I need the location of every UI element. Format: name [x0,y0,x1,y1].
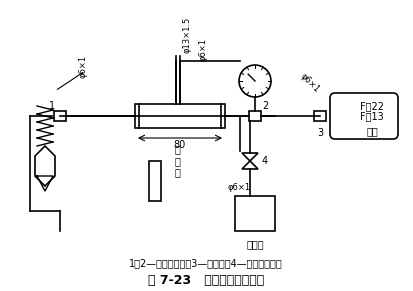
Text: φ6×1: φ6×1 [78,54,87,78]
Text: 4: 4 [262,156,268,166]
FancyBboxPatch shape [135,104,225,128]
Text: φ13×1.5: φ13×1.5 [183,17,192,53]
Text: 真空泵: 真空泵 [246,239,264,249]
Bar [314,111,326,121]
Text: 2: 2 [262,101,268,111]
Text: 钢瓶: 钢瓶 [366,126,378,136]
Text: 图 7-23   感温包的充氟方法: 图 7-23 感温包的充氟方法 [148,274,264,288]
Text: φ6×1: φ6×1 [199,38,207,61]
Polygon shape [242,161,258,169]
Text: φ6×1: φ6×1 [299,71,321,94]
Text: 80: 80 [174,140,186,150]
Text: F－13: F－13 [360,111,384,121]
Text: 感
温
包: 感 温 包 [175,144,181,178]
Text: 1: 1 [49,101,55,111]
Bar [249,111,261,121]
Text: 1、2—高压角尺阀；3—氟瓶阀；4—真空泵吸入阀: 1、2—高压角尺阀；3—氟瓶阀；4—真空泵吸入阀 [129,258,283,268]
FancyBboxPatch shape [235,196,275,231]
FancyBboxPatch shape [149,161,161,201]
FancyBboxPatch shape [330,93,398,139]
Text: F－22: F－22 [360,101,384,111]
Text: 3: 3 [317,128,323,138]
Bar [54,111,66,121]
Text: φ6×1: φ6×1 [228,183,251,192]
